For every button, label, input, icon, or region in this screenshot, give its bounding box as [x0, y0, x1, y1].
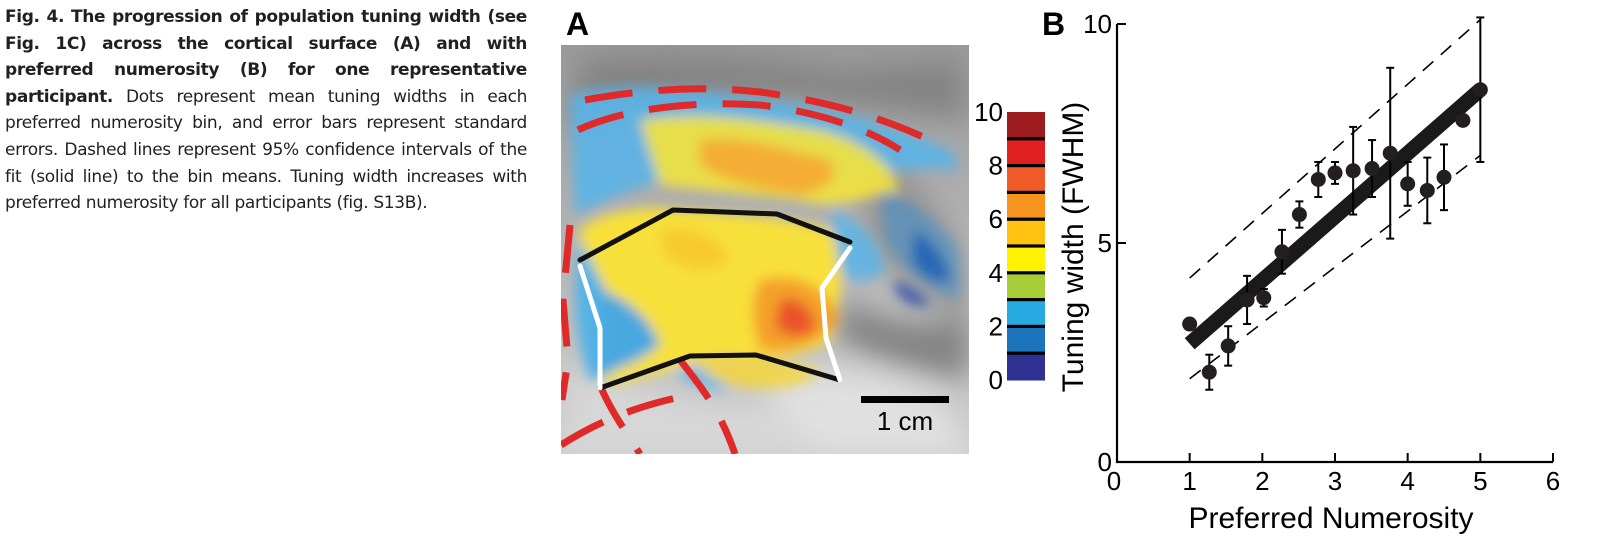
colorbar-band [1007, 324, 1045, 328]
colorbar-band [1007, 217, 1045, 221]
data-point [1256, 290, 1272, 306]
y-tick-label: 10 [1083, 9, 1112, 39]
data-point [1201, 364, 1217, 380]
data-point [1291, 207, 1307, 223]
scale-bar [861, 396, 949, 403]
chart-b: 0 1 2 3 4 5 6 0 5 10 Preferred Numerosity Tuning wi… [1057, 9, 1560, 535]
data-point [1239, 292, 1255, 308]
colorbar-segment [1007, 192, 1045, 220]
caption-body: Dots represent mean tuning widths in eac… [5, 86, 527, 214]
colorbar-segment [1007, 272, 1045, 301]
cortical-map [561, 45, 969, 454]
panel-b-label: B [1042, 6, 1066, 42]
figure-caption: Fig. 4. The progression of population tu… [5, 4, 527, 217]
x-tick-label: 2 [1255, 466, 1269, 496]
colorbar-tick-label: 4 [989, 258, 1003, 288]
caption-bold: Fig. 4. The progression of population tu… [5, 7, 527, 107]
colorbar-tick-label: 8 [989, 151, 1003, 181]
x-tick-label: 0 [1107, 466, 1121, 496]
colorbar: 10 8 6 4 2 0 [974, 97, 1045, 395]
colorbar-segment [1007, 219, 1045, 247]
data-point [1345, 163, 1361, 179]
data-point [1310, 171, 1326, 187]
colorbar-band [1007, 271, 1045, 275]
fit-line [1184, 84, 1486, 350]
data-point [1327, 165, 1343, 181]
colorbar-segment [1007, 326, 1045, 354]
y-tick-label: 0 [1098, 447, 1112, 477]
caption-bold-period: . [106, 86, 114, 107]
data-point [1364, 161, 1380, 177]
colorbar-tick-label: 0 [989, 365, 1003, 395]
colorbar-band [1007, 164, 1045, 168]
colorbar-segment [1007, 353, 1045, 381]
colorbar-band [1007, 298, 1045, 302]
x-tick-label: 1 [1182, 466, 1196, 496]
colorbar-band [1007, 190, 1045, 194]
colorbar-segment [1007, 299, 1045, 327]
x-tick-label: 4 [1400, 466, 1414, 496]
ci-lower-line [1189, 154, 1481, 380]
data-point [1382, 145, 1398, 161]
colorbar-segment [1007, 165, 1045, 193]
data-point [1400, 176, 1416, 192]
y-axis-title: Tuning width (FWHM) [1057, 102, 1090, 393]
colorbar-band [1007, 137, 1045, 141]
colorbar-tick-label: 10 [974, 97, 1003, 127]
x-tick-label: 6 [1546, 466, 1560, 496]
x-axis-title: Preferred Numerosity [1188, 502, 1473, 535]
colorbar-band [1007, 244, 1045, 248]
colorbar-tick-label: 6 [989, 204, 1003, 234]
data-point [1220, 338, 1236, 354]
x-tick-label: 3 [1328, 466, 1342, 496]
data-point [1274, 244, 1290, 260]
data-point [1419, 182, 1435, 198]
data-point [1455, 112, 1471, 128]
data-point [1436, 169, 1452, 185]
colorbar-segment [1007, 112, 1045, 140]
colorbar-band [1007, 351, 1045, 355]
x-tick-label: 5 [1473, 466, 1487, 496]
panel-a-label: A [566, 6, 590, 42]
colorbar-segment [1007, 138, 1045, 167]
colorbar-segment [1007, 246, 1045, 274]
scale-bar-label: 1 cm [877, 406, 933, 436]
data-point [1182, 316, 1198, 332]
colorbar-tick-label: 2 [989, 311, 1003, 341]
ci-upper-line [1189, 19, 1481, 279]
y-tick-label: 5 [1098, 228, 1112, 258]
data-point [1472, 82, 1488, 98]
